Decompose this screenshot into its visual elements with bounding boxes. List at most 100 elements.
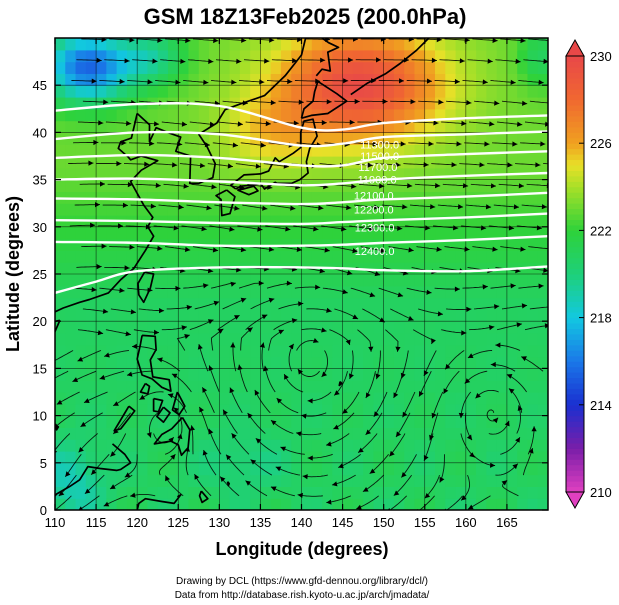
heat-cell xyxy=(383,474,395,487)
heat-cell xyxy=(280,250,292,263)
heat-cell xyxy=(383,250,395,263)
heat-cell xyxy=(280,132,292,145)
heat-cell xyxy=(85,297,97,310)
heat-cell xyxy=(527,498,539,510)
heat-cell xyxy=(435,356,446,369)
heat-cell xyxy=(435,297,446,310)
heat-cell xyxy=(188,498,200,510)
heat-cell xyxy=(435,285,446,299)
streamline-arrowhead xyxy=(439,476,445,483)
heat-cell xyxy=(250,368,262,381)
x-tick-label: 120 xyxy=(126,515,148,530)
streamline-arrowhead xyxy=(237,121,243,127)
y-tick-label: 45 xyxy=(33,78,47,93)
heat-cell xyxy=(352,38,364,51)
heat-cell xyxy=(517,250,529,263)
heat-cell xyxy=(414,415,426,428)
heat-cell xyxy=(75,309,87,322)
streamline-arrowhead xyxy=(436,246,442,252)
heat-cell xyxy=(167,380,179,393)
heat-cell xyxy=(404,226,416,240)
heat-cell xyxy=(404,215,416,228)
streamline-arrowhead xyxy=(438,99,444,105)
heat-cell xyxy=(198,403,210,417)
heat-cell xyxy=(332,167,344,181)
heat-cell xyxy=(96,309,107,322)
streamline-arrowhead xyxy=(318,205,324,211)
heat-cell xyxy=(537,132,548,145)
heat-cell xyxy=(435,73,446,86)
heat-cell xyxy=(167,132,179,145)
heat-cell xyxy=(188,439,200,452)
heat-cell xyxy=(126,61,138,74)
heat-cell xyxy=(496,403,508,417)
heat-cell xyxy=(537,403,548,417)
heat-cell xyxy=(55,156,66,169)
colorbar-segment xyxy=(566,148,584,155)
streamline xyxy=(529,100,548,104)
heat-cell xyxy=(209,61,220,74)
streamline-arrowhead xyxy=(130,492,136,498)
streamline-arrowhead xyxy=(250,459,257,465)
heat-cell xyxy=(393,392,405,405)
heat-cell xyxy=(373,474,385,487)
heat-cell xyxy=(178,474,190,487)
heat-cell xyxy=(167,474,179,487)
streamline-arrowhead xyxy=(431,338,436,344)
heat-cell xyxy=(342,49,354,63)
streamline-arrowhead xyxy=(125,331,131,337)
heat-cell xyxy=(75,392,87,405)
heat-cell xyxy=(496,309,508,322)
heat-cell xyxy=(147,179,159,192)
heat-cell xyxy=(239,73,251,86)
heat-cell xyxy=(126,321,138,334)
heat-cell xyxy=(157,368,169,381)
heat-cell xyxy=(311,392,323,405)
heat-cell xyxy=(280,167,292,181)
streamline-arrowhead xyxy=(393,490,400,496)
heat-cell xyxy=(280,97,292,110)
heat-cell xyxy=(301,309,313,322)
heat-cell xyxy=(126,238,138,251)
y-tick-label: 5 xyxy=(40,456,47,471)
colorbar-segment xyxy=(566,61,584,68)
heat-cell xyxy=(65,368,77,381)
heat-cell xyxy=(404,250,416,263)
heat-cell xyxy=(116,333,128,346)
heat-cell xyxy=(465,226,477,240)
heat-cell xyxy=(496,156,508,169)
heat-cell xyxy=(301,61,313,74)
heat-cell xyxy=(209,179,220,192)
streamline-arrowhead xyxy=(408,315,414,321)
heat-cell xyxy=(65,392,77,405)
heat-cell xyxy=(157,120,169,133)
y-axis-label: Latitude (degrees) xyxy=(3,196,23,352)
heat-cell xyxy=(291,97,303,110)
heat-cell xyxy=(65,415,77,428)
heat-cell xyxy=(301,285,313,299)
heat-cell xyxy=(342,356,354,369)
heat-cell xyxy=(373,462,385,476)
heat-cell xyxy=(465,61,477,74)
heat-cell xyxy=(311,38,323,51)
streamline-arrowhead xyxy=(127,371,133,377)
heat-cell xyxy=(116,132,128,145)
streamline-arrowhead xyxy=(287,78,293,85)
heat-cell xyxy=(157,144,169,157)
streamline-arrowhead xyxy=(259,342,265,348)
heat-cell xyxy=(445,392,457,405)
heat-cell xyxy=(85,368,97,381)
streamline-arrowhead xyxy=(543,267,548,273)
colorbar-tick-label: 222 xyxy=(590,223,612,238)
streamline-arrowhead xyxy=(373,411,379,417)
heat-cell xyxy=(342,344,354,358)
heat-cell xyxy=(311,498,323,510)
heat-cell xyxy=(373,85,385,98)
heat-cell xyxy=(445,49,457,63)
heat-cell xyxy=(116,238,128,251)
heat-cell xyxy=(270,321,282,334)
heat-cell xyxy=(537,392,548,405)
streamline-arrowhead xyxy=(78,447,84,453)
heat-cell xyxy=(373,156,385,169)
